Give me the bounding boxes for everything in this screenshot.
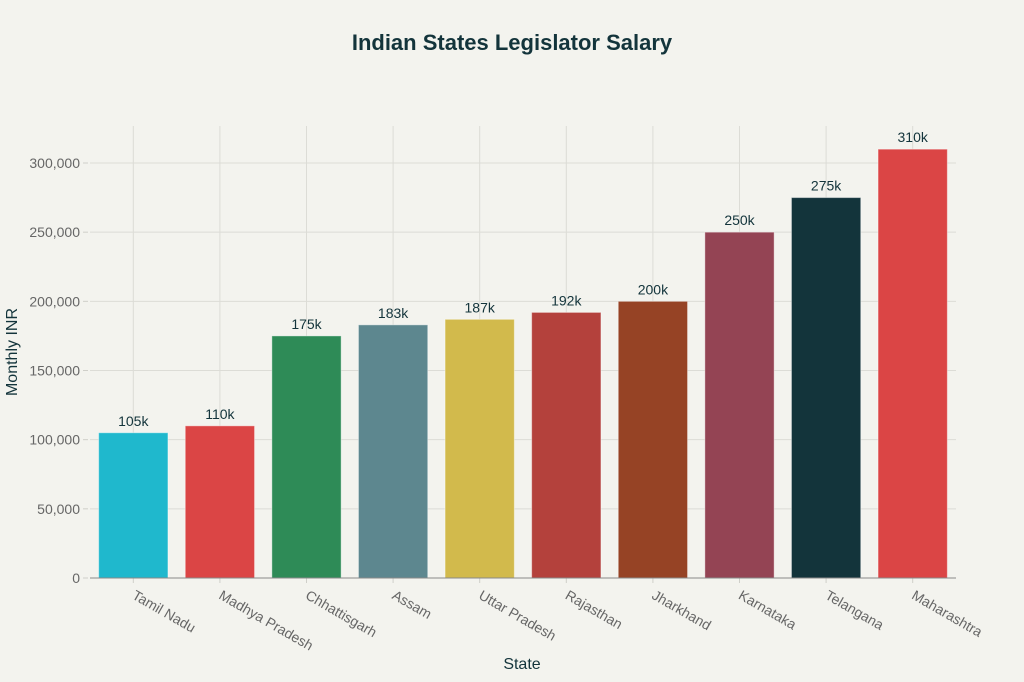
bar-data-label: 200k xyxy=(638,281,669,297)
x-tick-label: Assam xyxy=(390,587,435,622)
bars xyxy=(98,148,948,579)
bar-madhya-pradesh[interactable] xyxy=(184,425,256,579)
x-tick-label: Chhattisgarh xyxy=(303,587,380,641)
bar-data-label: 183k xyxy=(378,305,409,321)
y-tick-label: 200,000 xyxy=(29,293,80,309)
y-axis-title: Monthly INR xyxy=(4,308,21,396)
bar-karnataka[interactable] xyxy=(704,231,775,579)
bar-assam[interactable] xyxy=(357,324,429,579)
y-tick-label: 150,000 xyxy=(29,363,80,379)
y-tick-label: 50,000 xyxy=(37,501,80,517)
bar-maharashtra[interactable] xyxy=(877,148,948,579)
x-tick-label: Tamil Nadu xyxy=(130,587,199,636)
bar-jharkhand[interactable] xyxy=(617,300,689,579)
bar-chhattisgarh[interactable] xyxy=(271,335,342,579)
bar-rajasthan[interactable] xyxy=(531,311,602,579)
bar-data-label: 187k xyxy=(465,299,496,315)
bar-data-label: 192k xyxy=(551,292,582,308)
y-tick-label: 250,000 xyxy=(29,224,80,240)
bar-tamil-nadu[interactable] xyxy=(98,432,169,579)
bar-data-label: 175k xyxy=(291,316,322,332)
bar-data-label: 310k xyxy=(898,129,929,145)
x-tick-label: Karnataka xyxy=(736,587,799,633)
x-tick-label: Maharashtra xyxy=(909,587,985,640)
bar-uttar-pradesh[interactable] xyxy=(444,318,515,579)
bar-data-label: 250k xyxy=(724,212,755,228)
bar-data-label: 105k xyxy=(118,413,149,429)
x-tick-label: Rajasthan xyxy=(563,587,626,632)
x-tick-label: Jharkhand xyxy=(649,587,714,634)
bar-telangana[interactable] xyxy=(790,197,862,579)
y-tick-label: 100,000 xyxy=(29,432,80,448)
y-tick-label: 0 xyxy=(72,570,80,586)
chart-title: Indian States Legislator Salary xyxy=(352,30,673,55)
x-tick-label: Uttar Pradesh xyxy=(476,587,559,644)
y-axis: 0 50,000 100,000 150,000 200,000 250,000 300,0… xyxy=(29,155,88,586)
data-labels: 105k 110k 175k 183k 187k 192k 200k 250k 275k 310k xyxy=(118,129,929,429)
y-tick-label: 300,000 xyxy=(29,155,80,171)
x-tick-label: Telangana xyxy=(823,587,887,633)
x-axis-title: State xyxy=(503,656,540,673)
bar-data-label: 110k xyxy=(205,406,235,422)
bar-data-label: 275k xyxy=(811,178,842,194)
x-tick-label: Madhya Pradesh xyxy=(216,587,316,654)
